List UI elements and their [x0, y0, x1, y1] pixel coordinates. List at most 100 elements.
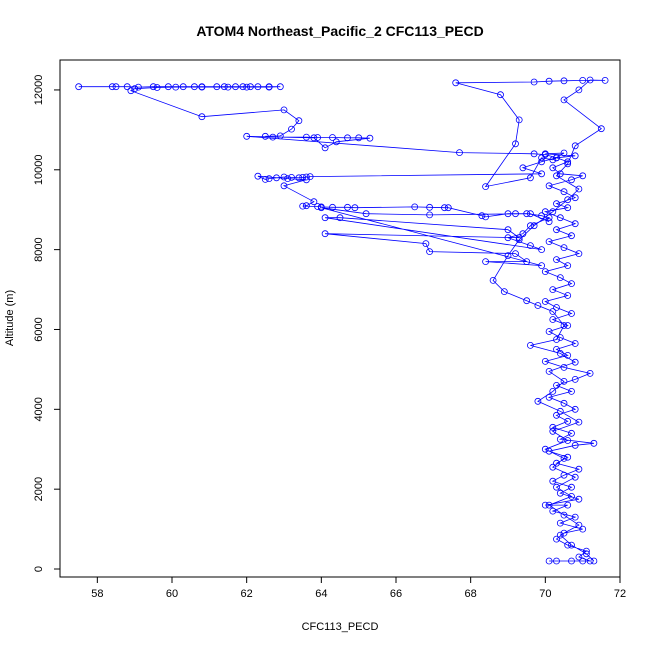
data-point	[586, 76, 594, 84]
data-point	[321, 230, 329, 238]
data-point	[123, 83, 131, 91]
x-tick-label: 62	[241, 588, 253, 600]
data-point	[564, 158, 572, 166]
x-tick-label: 66	[390, 588, 402, 600]
data-point	[538, 170, 545, 178]
data-point	[556, 170, 564, 178]
data-point	[344, 134, 351, 142]
data-point	[321, 214, 329, 222]
data-point	[564, 160, 572, 168]
data-point	[265, 83, 273, 91]
data-point	[265, 175, 273, 183]
data-point	[545, 447, 553, 455]
data-point	[332, 138, 340, 146]
data-point	[568, 557, 575, 565]
data-point	[504, 226, 512, 234]
data-point	[153, 84, 161, 91]
data-point	[590, 439, 598, 447]
data-point	[299, 202, 307, 210]
data-point	[571, 358, 579, 366]
data-point	[601, 77, 609, 84]
data-point	[220, 83, 228, 91]
data-point	[527, 222, 534, 230]
data-point	[564, 322, 572, 329]
data-point	[280, 182, 288, 190]
data-point	[575, 521, 583, 529]
data-point	[553, 411, 560, 419]
data-point	[556, 349, 564, 357]
data-point	[478, 212, 486, 220]
data-point	[545, 501, 553, 509]
data-point	[560, 149, 568, 157]
data-point	[134, 83, 142, 91]
data-point	[549, 507, 557, 515]
data-point	[553, 459, 560, 467]
data-point	[556, 489, 564, 497]
data-point	[302, 202, 310, 210]
data-point	[541, 208, 549, 216]
data-point	[515, 234, 523, 242]
data-point	[556, 531, 564, 539]
data-point	[515, 116, 523, 124]
data-point	[556, 274, 564, 282]
data-point	[586, 369, 594, 377]
data-point	[276, 132, 284, 140]
data-point	[131, 85, 139, 93]
data-point	[426, 203, 434, 211]
data-point	[179, 83, 187, 91]
data-point	[568, 310, 575, 317]
series-1	[452, 76, 609, 565]
data-point	[560, 77, 568, 85]
data-point	[302, 176, 310, 184]
data-point	[254, 172, 262, 180]
data-point	[553, 154, 560, 162]
data-point	[317, 204, 325, 212]
data-point	[556, 334, 564, 341]
data-point	[243, 83, 251, 91]
data-point	[556, 407, 564, 415]
data-point	[284, 175, 292, 183]
data-point	[586, 557, 594, 565]
data-point	[571, 405, 579, 413]
data-point	[564, 541, 572, 549]
data-point	[549, 164, 557, 172]
data-point	[568, 429, 575, 437]
data-point	[482, 258, 490, 266]
data-point	[571, 152, 579, 160]
data-point	[519, 164, 527, 172]
data-point	[579, 557, 587, 565]
y-axis: 0 2000 4000 6000 8000 10000 12000	[33, 75, 60, 572]
data-point	[553, 345, 560, 353]
data-point	[583, 547, 590, 555]
y-tick-label: 12000	[33, 75, 45, 106]
data-point	[534, 397, 542, 405]
data-point	[482, 213, 490, 221]
data-point	[553, 381, 560, 389]
data-point	[422, 240, 430, 248]
data-point	[523, 297, 531, 305]
data-point	[504, 234, 512, 242]
data-point	[426, 211, 434, 219]
data-point	[545, 557, 553, 565]
data-point	[571, 473, 579, 481]
data-point	[500, 288, 508, 296]
data-point	[560, 363, 568, 371]
y-tick-label: 10000	[33, 154, 45, 185]
data-point	[571, 375, 579, 383]
data-point	[553, 304, 560, 311]
data-point	[545, 328, 553, 335]
data-point	[549, 308, 557, 315]
data-point	[545, 77, 553, 85]
data-point	[538, 246, 545, 254]
data-point	[560, 322, 568, 329]
data-point	[553, 200, 560, 208]
data-point	[497, 91, 504, 99]
data-point	[560, 399, 568, 407]
data-point	[560, 511, 568, 519]
x-axis-label: CFC113_PECD	[302, 621, 379, 633]
data-point	[232, 83, 239, 91]
x-tick-label: 58	[91, 588, 103, 600]
data-point	[560, 244, 568, 252]
data-point	[560, 471, 568, 479]
data-point	[344, 203, 351, 211]
